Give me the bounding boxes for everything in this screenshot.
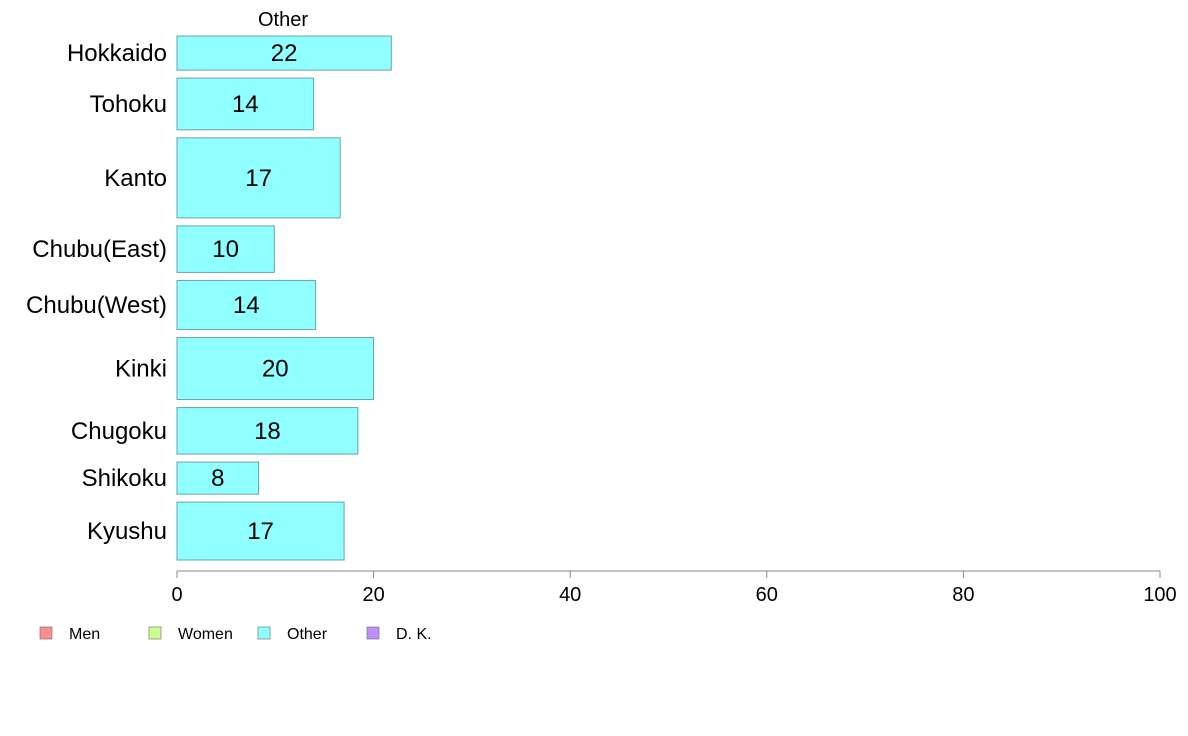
bar-kinki <box>176 337 375 401</box>
category-label: Chubu(West) <box>26 292 167 319</box>
bar-hokkaido <box>176 35 392 71</box>
x-tick-label: 100 <box>1143 584 1176 606</box>
bar-value-label: 10 <box>212 236 239 263</box>
bar-value-label: 14 <box>233 292 260 319</box>
legend-label: D. K. <box>396 626 432 643</box>
bar-chubu-east <box>176 225 275 273</box>
x-tick-label: 40 <box>559 584 581 606</box>
bar-value-label: 14 <box>232 91 259 118</box>
legend-label: Women <box>178 626 233 643</box>
category-label: Chubu(East) <box>32 236 167 263</box>
x-tick-label: 0 <box>171 584 182 606</box>
category-label: Kyushu <box>87 518 167 545</box>
category-label: Chugoku <box>71 418 167 445</box>
bar-value-label: 22 <box>271 40 298 67</box>
bar-chubu-west <box>176 279 317 331</box>
legend-label: Other <box>287 626 328 643</box>
legend-swatch <box>257 626 271 640</box>
category-label: Hokkaido <box>67 40 167 67</box>
bar-tohoku <box>176 77 315 131</box>
bar-shikoku <box>176 461 260 495</box>
bar-kyushu <box>176 501 345 561</box>
legend-swatch <box>366 626 380 640</box>
category-label: Kinki <box>115 356 167 383</box>
x-tick-label: 20 <box>362 584 384 606</box>
panel-title: Other <box>258 9 308 31</box>
legend-swatch <box>148 626 162 640</box>
category-label: Kanto <box>104 165 167 192</box>
x-axis: 0 20 40 60 80 100 <box>171 570 1177 606</box>
legend: Men Women Other D. K. <box>39 626 432 643</box>
bar-value-label: 18 <box>254 418 281 445</box>
bars-group: Hokkaido 22 Tohoku 14 Kanto 17 Chubu(East) 10 Ch… <box>26 35 392 561</box>
legend-label: Men <box>69 626 100 643</box>
bar-kanto <box>176 137 341 219</box>
category-label: Tohoku <box>90 91 167 118</box>
category-label: Shikoku <box>82 465 167 492</box>
bar-value-label: 17 <box>245 165 272 192</box>
bar-value-label: 17 <box>247 518 274 545</box>
x-tick-label: 80 <box>952 584 974 606</box>
bar-chugoku <box>176 407 359 455</box>
bar-value-label: 8 <box>211 465 224 492</box>
bar-value-label: 20 <box>262 356 289 383</box>
legend-swatch <box>39 626 53 640</box>
x-tick-label: 60 <box>756 584 778 606</box>
